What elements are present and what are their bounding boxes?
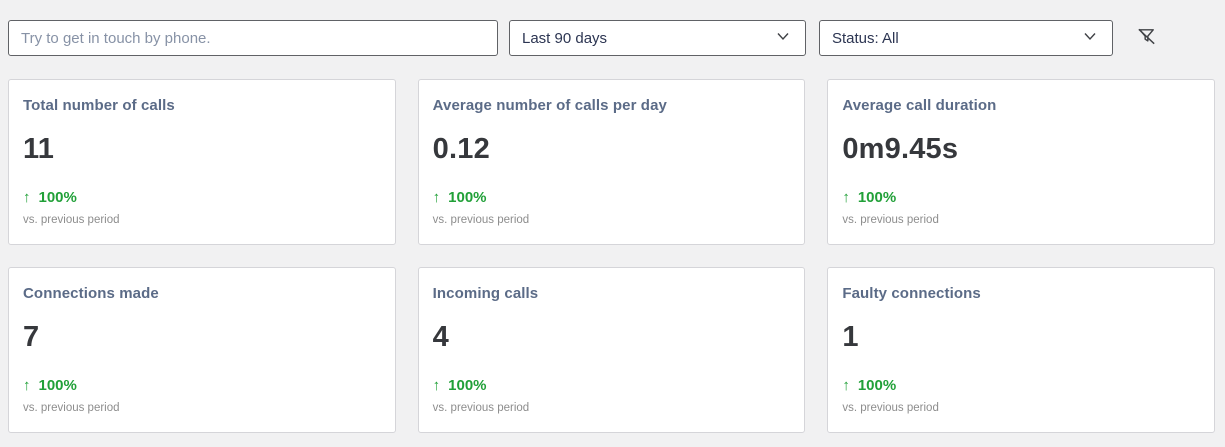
card-title: Faulty connections bbox=[842, 285, 981, 302]
trend-value: 100% bbox=[857, 189, 897, 206]
card-caption: vs. previous period bbox=[432, 214, 530, 226]
trend-up-arrow-icon: ↑ bbox=[432, 189, 441, 206]
card-value: 7 bbox=[23, 321, 40, 353]
status-value: Status: All bbox=[832, 29, 899, 47]
card-title: Total number of calls bbox=[23, 97, 175, 114]
card-caption: vs. previous period bbox=[23, 402, 120, 414]
chevron-down-icon bbox=[1082, 28, 1098, 48]
trend-row: ↑ 100% bbox=[23, 377, 379, 394]
trend-row: ↑ 100% bbox=[23, 189, 379, 206]
trend-row: ↑ 100% bbox=[433, 377, 789, 394]
trend-value: 100% bbox=[38, 189, 77, 206]
card-avg-call-duration: Average call duration 0m9.45s ↑ 100% vs.… bbox=[827, 79, 1215, 245]
trend-value: 100% bbox=[38, 377, 77, 394]
trend-row: ↑ 100% bbox=[433, 189, 789, 206]
card-title: Average number of calls per day bbox=[432, 97, 667, 114]
card-faulty-connections: Faulty connections 1 ↑ 100% vs. previous… bbox=[827, 267, 1215, 433]
trend-up-arrow-icon: ↑ bbox=[842, 189, 850, 206]
card-value: 0m9.45s bbox=[842, 133, 959, 165]
trend-up-arrow-icon: ↑ bbox=[23, 377, 31, 394]
card-title: Incoming calls bbox=[432, 285, 539, 302]
date-range-select[interactable]: Last 90 days bbox=[509, 20, 806, 56]
card-caption: vs. previous period bbox=[842, 402, 939, 414]
clear-filters-button[interactable] bbox=[1132, 24, 1160, 52]
card-total-calls: Total number of calls 11 ↑ 100% vs. prev… bbox=[8, 79, 396, 245]
card-value: 1 bbox=[842, 321, 859, 353]
trend-row: ↑ 100% bbox=[842, 189, 1198, 206]
filters-toolbar: Last 90 days Status: All bbox=[0, 0, 1225, 56]
card-value: 11 bbox=[23, 133, 55, 165]
trend-up-arrow-icon: ↑ bbox=[842, 377, 850, 394]
trend-up-arrow-icon: ↑ bbox=[432, 377, 441, 394]
card-caption: vs. previous period bbox=[23, 214, 120, 226]
date-range-value: Last 90 days bbox=[522, 29, 608, 47]
trend-up-arrow-icon: ↑ bbox=[23, 189, 31, 206]
card-value: 0.12 bbox=[432, 133, 490, 165]
card-title: Connections made bbox=[23, 285, 159, 302]
status-select[interactable]: Status: All bbox=[819, 20, 1113, 56]
filter-off-icon bbox=[1135, 25, 1158, 51]
card-avg-calls-per-day: Average number of calls per day 0.12 ↑ 1… bbox=[417, 79, 806, 245]
trend-value: 100% bbox=[857, 377, 897, 394]
card-caption: vs. previous period bbox=[432, 402, 530, 414]
trend-value: 100% bbox=[448, 189, 487, 206]
search-input[interactable] bbox=[8, 20, 498, 56]
trend-row: ↑ 100% bbox=[842, 377, 1198, 394]
trend-value: 100% bbox=[448, 377, 487, 394]
card-caption: vs. previous period bbox=[842, 214, 939, 226]
card-incoming-calls: Incoming calls 4 ↑ 100% vs. previous per… bbox=[417, 267, 806, 433]
card-title: Average call duration bbox=[842, 97, 997, 114]
card-value: 4 bbox=[432, 321, 449, 353]
card-connections-made: Connections made 7 ↑ 100% vs. previous p… bbox=[8, 267, 396, 433]
chevron-down-icon bbox=[775, 28, 791, 48]
stats-grid: Total number of calls 11 ↑ 100% vs. prev… bbox=[8, 79, 1215, 433]
